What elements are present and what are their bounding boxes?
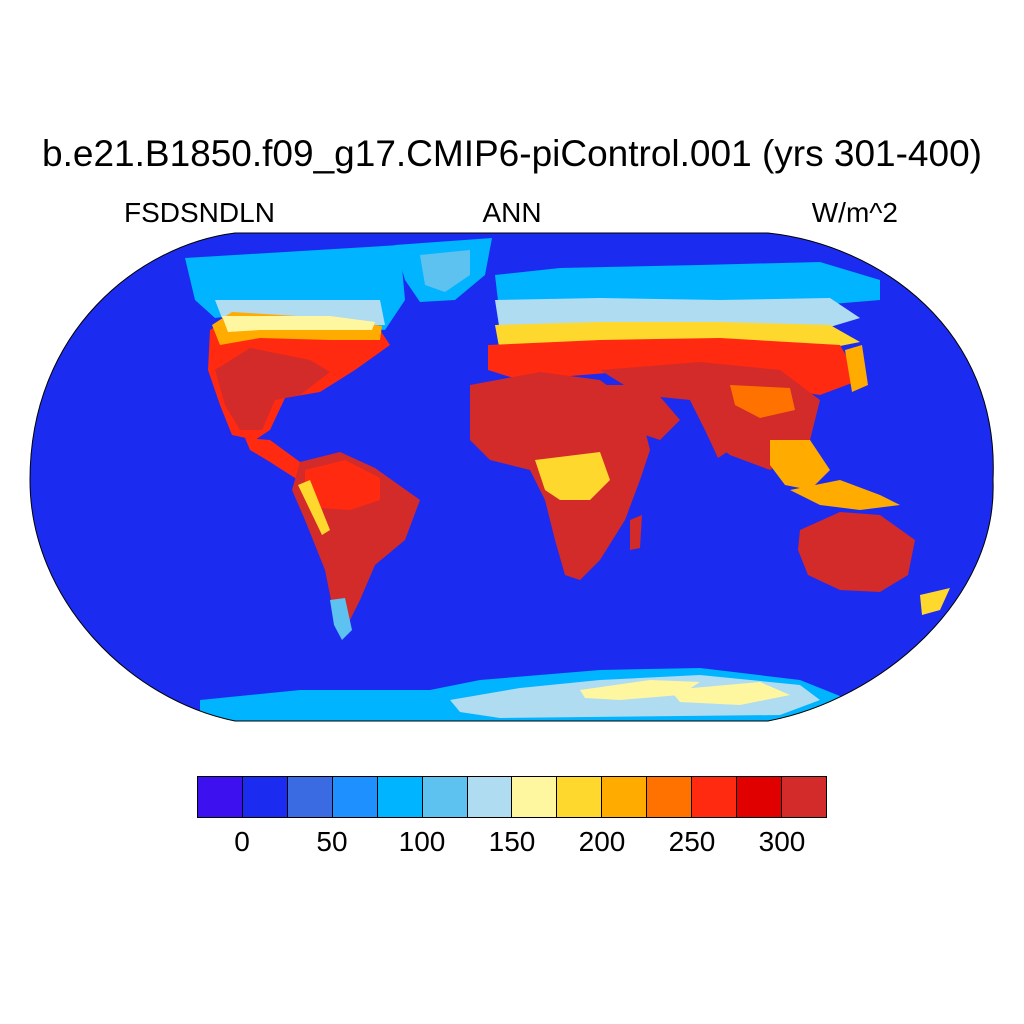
north-america-pale [222, 316, 375, 332]
colorbar-box [781, 777, 826, 817]
colorbar-tick-label: 0 [234, 826, 250, 857]
new-zealand [920, 588, 950, 615]
australia [798, 512, 915, 592]
colorbar-tick-label: 50 [316, 826, 348, 857]
arabia [600, 385, 680, 440]
colorbar-box [647, 777, 693, 817]
colorbar-box [467, 777, 513, 817]
amazon [305, 460, 380, 510]
season-label: ANN [482, 197, 542, 228]
colorbar-box [332, 777, 378, 817]
plot-title: b.e21.B1850.f09_g17.CMIP6-piControl.001 … [42, 133, 982, 174]
variable-label: FSDSNDLN [124, 197, 275, 228]
colorbar-tick-label: 100 [398, 826, 446, 857]
colorbar-box [557, 777, 603, 817]
africa-tropical [535, 452, 610, 500]
colorbar-box [692, 777, 738, 817]
madagascar [630, 515, 642, 550]
colorbar [197, 776, 827, 818]
colorbar-box [377, 777, 423, 817]
colorbar-tick-label: 200 [578, 826, 626, 857]
greenland-ice [420, 250, 470, 292]
tibet [730, 385, 795, 418]
colorbar-box [512, 777, 558, 817]
antarctica-high-east [670, 682, 790, 705]
andes-band [298, 480, 330, 535]
antarctica-high [580, 680, 700, 700]
colorbar-tick-label: 250 [668, 826, 716, 857]
colorbar-box [737, 777, 782, 817]
patagonia [330, 598, 352, 640]
colorbar-tick-label: 150 [488, 826, 536, 857]
japan [845, 345, 868, 392]
colorbar-box [198, 777, 243, 817]
central-america [245, 438, 310, 480]
colorbar-box [242, 777, 288, 817]
globe-outline [29, 232, 994, 722]
se-asia [770, 440, 830, 490]
colorbar-box [602, 777, 648, 817]
north-america-hot [215, 348, 330, 430]
colorbar-box [287, 777, 333, 817]
colorbar-tick-label: 300 [758, 826, 806, 857]
indonesia [790, 480, 900, 510]
india [690, 400, 740, 458]
colorbar-labels: 0 50 100 150 200 250 300 [0, 826, 1024, 860]
colorbar-box [422, 777, 468, 817]
units-label: W/m^2 [811, 197, 898, 228]
